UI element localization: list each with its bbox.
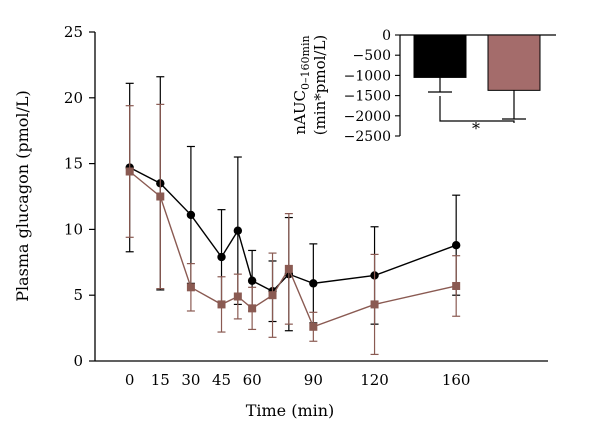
- data-point: [217, 300, 226, 309]
- inset-ylabel-main: nAUC: [291, 90, 309, 135]
- inset-y-tick-label: −1500: [344, 89, 391, 105]
- data-point: [268, 291, 277, 300]
- main-y-ticks: 0 5 10 15 20 25: [64, 23, 95, 370]
- series-square: [125, 103, 461, 356]
- significance-star: *: [472, 119, 480, 138]
- y-tick-label: 15: [64, 155, 83, 173]
- x-tick-label: 60: [243, 371, 262, 389]
- data-point: [125, 167, 134, 176]
- data-point: [370, 300, 379, 309]
- x-tick-label: 45: [212, 371, 231, 389]
- data-point: [309, 322, 318, 331]
- inset-y-tick-label: −1000: [344, 68, 391, 84]
- significance-bracket: *: [439, 95, 515, 138]
- x-axis-title: Time (min): [246, 401, 335, 420]
- inset-y-tick-label: −2000: [344, 109, 391, 125]
- y-tick-label: 5: [73, 286, 83, 304]
- series-line: [129, 166, 457, 293]
- x-tick-label: 160: [442, 371, 471, 389]
- inset-bar: [487, 34, 541, 91]
- inset-y-axis-title: nAUC0–160min (min*pmol/L): [291, 35, 329, 136]
- inset-ylabel-unit: (min*pmol/L): [311, 35, 329, 136]
- inset-y-tick-label: 0: [382, 28, 391, 44]
- inset-y-ticks: 0 −500 −1000 −1500 −2000 −2500: [344, 28, 400, 145]
- x-tick-label: 120: [360, 371, 389, 389]
- inset-chart: 0 −500 −1000 −1500 −2000 −2500 nAUC0–160min (…: [291, 28, 556, 145]
- data-point: [186, 210, 196, 220]
- svg-text:nAUC0–160min: nAUC0–160min: [291, 35, 312, 134]
- y-tick-label: 20: [64, 89, 83, 107]
- data-point: [233, 292, 242, 301]
- y-tick-label: 0: [73, 352, 83, 370]
- data-point: [452, 281, 461, 290]
- y-tick-label: 25: [64, 23, 83, 41]
- main-x-ticks: 0 15 30 45 60 90 120 160: [125, 371, 471, 389]
- data-point: [284, 264, 293, 273]
- main-series: [125, 76, 461, 356]
- x-tick-label: 0: [125, 371, 135, 389]
- x-tick-label: 15: [151, 371, 170, 389]
- data-point: [247, 276, 257, 285]
- series-line: [129, 170, 457, 328]
- x-tick-label: 30: [181, 371, 200, 389]
- data-point: [309, 279, 318, 288]
- data-point: [156, 192, 165, 201]
- data-point: [233, 226, 243, 235]
- inset-ylabel-sub: 0–160min: [299, 35, 312, 90]
- x-tick-label: 90: [304, 371, 323, 389]
- inset-bars: [413, 34, 541, 120]
- inset-y-tick-label: −500: [353, 48, 391, 64]
- data-point: [248, 304, 257, 313]
- y-tick-label: 10: [64, 220, 83, 238]
- inset-bar: [413, 34, 467, 78]
- data-point: [217, 252, 226, 262]
- data-point: [186, 283, 195, 292]
- y-axis-title: Plasma glucagon (pmol/L): [13, 90, 32, 302]
- inset-y-tick-label: −2500: [344, 129, 391, 145]
- data-point: [451, 240, 461, 250]
